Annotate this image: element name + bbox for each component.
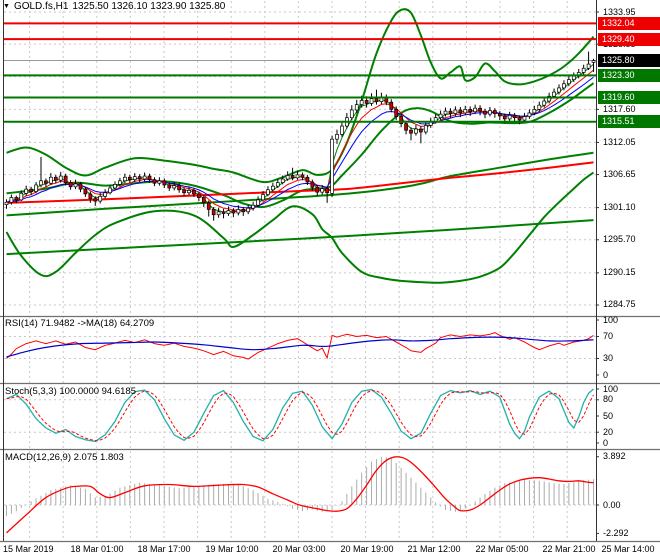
price-badge: 1332.04 [598, 16, 660, 30]
time-label: 22 Mar 21:00 [542, 544, 596, 554]
price-tick: 1312.05 [603, 136, 636, 147]
symbol-label: GOLD.fs,H1 [13, 1, 69, 12]
symbol-dropdown-icon[interactable]: ▼ [3, 3, 10, 10]
rsi-indicator-label: RSI(14) 71.9482 ->MA(18) 64.2709 [5, 318, 155, 329]
macd-tick: 0.00 [603, 499, 621, 510]
time-label: 22 Mar 05:00 [475, 544, 529, 554]
time-label: 20 Mar 19:00 [340, 544, 394, 554]
price-badge: 1325.80 [598, 54, 660, 68]
rsi-tick: 70 [603, 331, 614, 341]
time-label: 19 Mar 10:00 [205, 544, 259, 554]
macd-tick: 3.892 [603, 451, 626, 462]
time-label: 21 Mar 12:00 [407, 544, 461, 554]
price-tick: 1333.95 [603, 6, 636, 17]
rsi-tick: 30 [603, 353, 614, 363]
time-label: 15 Mar 2019 [3, 544, 54, 554]
time-label: 18 Mar 17:00 [137, 544, 191, 554]
price-tick: 1306.65 [603, 169, 636, 180]
price-badge: 1319.60 [598, 90, 660, 104]
stoch-tick: 100 [603, 383, 619, 394]
time-label: 18 Mar 01:00 [70, 544, 124, 554]
stoch-tick: 0 [603, 437, 609, 448]
price-tick: 1290.15 [603, 267, 636, 278]
stoch-tick: 20 [603, 426, 614, 437]
chart-title: ▼ GOLD.fs,H1 1325.50 1326.10 1323.90 132… [3, 1, 225, 12]
stoch-indicator-label: Stoch(5,3,3) 100.0000 94.6185 [5, 386, 136, 397]
price-tick: 1295.70 [603, 234, 636, 245]
rsi-tick: 100 [603, 314, 619, 325]
macd-tick: -2.292 [603, 527, 629, 538]
ohlc-values: 1325.50 1326.10 1323.90 1325.80 [72, 1, 226, 12]
stoch-tick: 50 [603, 410, 614, 421]
price-tick: 1317.60 [603, 103, 636, 114]
time-label: 20 Mar 03:00 [272, 544, 326, 554]
price-badge: 1315.51 [598, 115, 660, 129]
time-axis[interactable]: 15 Mar 2019 18 Mar 01:00 18 Mar 17:00 19 Ma… [0, 543, 660, 560]
rsi-tick: 0 [603, 369, 609, 380]
time-label: 25 Mar 14:00 [601, 544, 655, 554]
stoch-tick: 80 [603, 394, 614, 405]
price-axis[interactable]: 1333.951328.551317.601312.051306.651301.… [597, 0, 660, 542]
price-tick: 1301.10 [603, 202, 636, 213]
price-tick: 1284.75 [603, 299, 636, 310]
price-badge: 1323.30 [598, 68, 660, 82]
price-badge: 1329.40 [598, 32, 660, 46]
macd-indicator-label: MACD(12,26,9) 2.075 1.803 [5, 452, 124, 463]
